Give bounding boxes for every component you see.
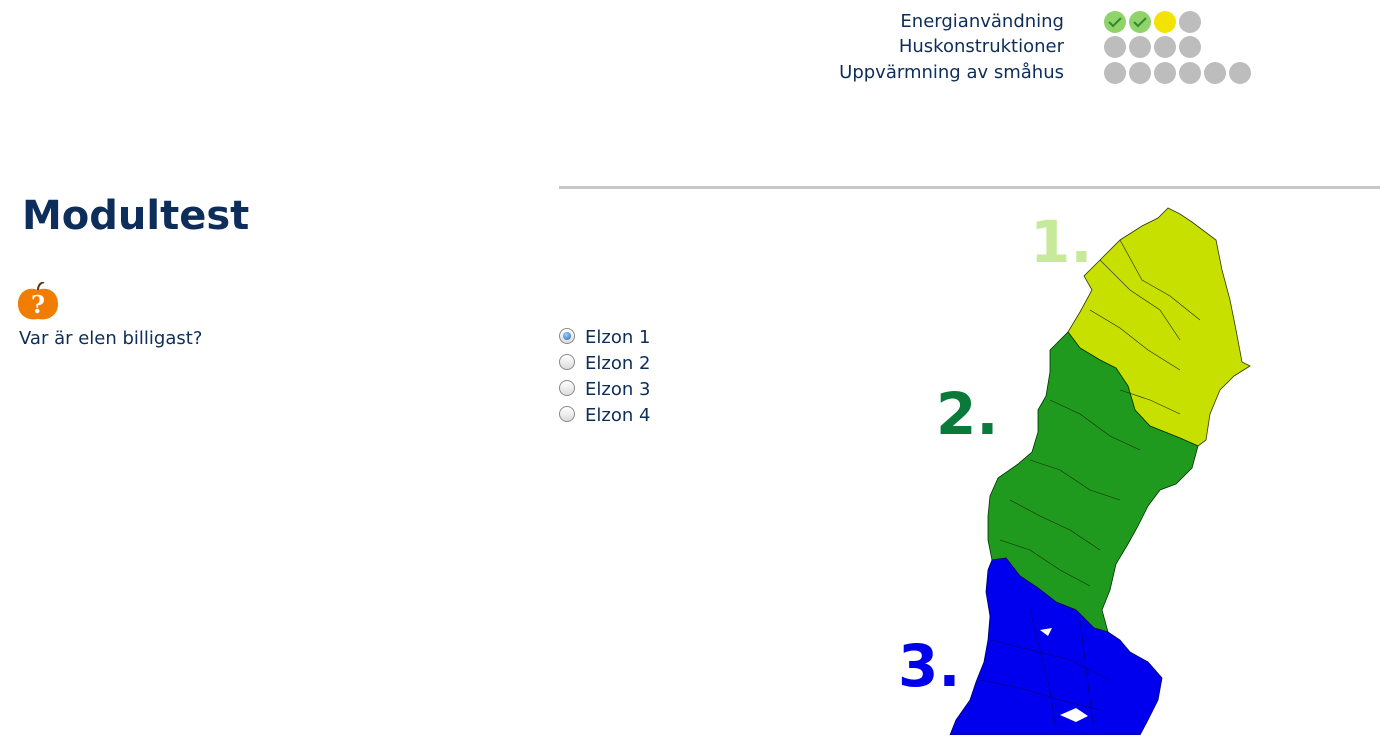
answer-option-label[interactable]: Elzon 3 — [585, 379, 651, 400]
progress-dot-todo — [1154, 62, 1176, 84]
answer-option-label[interactable]: Elzon 2 — [585, 353, 651, 374]
zone-2-label: 2. — [936, 380, 999, 448]
radio-button[interactable] — [559, 328, 575, 344]
progress-dot-todo — [1204, 62, 1226, 84]
progress-dot-todo — [1229, 62, 1251, 84]
answer-option-elzon-2[interactable]: Elzon 2 — [559, 352, 759, 378]
answer-option-label[interactable]: Elzon 4 — [585, 405, 651, 426]
divider — [559, 186, 1380, 189]
progress-dot-todo — [1179, 36, 1201, 58]
municipality-borders — [999, 239, 1201, 587]
progress-dot-todo — [1104, 36, 1126, 58]
progress-row-label: Energianvändning — [900, 11, 1064, 32]
question-text: Var är elen billigast? — [19, 328, 203, 349]
municipality-borders — [979, 609, 1111, 731]
question-apple-icon[interactable]: ? — [16, 281, 60, 326]
progress-row-energianvandning: Energianvändning — [820, 10, 1280, 34]
progress-dot-todo — [1179, 62, 1201, 84]
progress-dot-todo — [1179, 11, 1201, 33]
radio-button[interactable] — [559, 380, 575, 396]
zone-1-label: 1. — [1030, 208, 1093, 276]
answer-option-elzon-3[interactable]: Elzon 3 — [559, 378, 759, 404]
progress-row-label: Uppvärmning av småhus — [839, 62, 1064, 83]
answer-option-elzon-1[interactable]: Elzon 1 — [559, 326, 759, 352]
progress-dot-todo — [1154, 36, 1176, 58]
progress-dot-done — [1104, 11, 1126, 33]
progress-dot-done — [1129, 11, 1151, 33]
answer-option-label[interactable]: Elzon 1 — [585, 327, 651, 348]
progress-row-uppvarmning: Uppvärmning av småhus — [820, 61, 1280, 85]
zone-3-label: 3. — [898, 632, 961, 700]
progress-dot-todo — [1129, 36, 1151, 58]
progress-row-huskonstruktioner: Huskonstruktioner — [820, 35, 1280, 59]
progress-row-label: Huskonstruktioner — [898, 36, 1064, 57]
progress-dot-current — [1154, 11, 1176, 33]
answer-option-elzon-4[interactable]: Elzon 4 — [559, 404, 759, 430]
page-title: Modultest — [22, 193, 250, 239]
progress-dot-todo — [1129, 62, 1151, 84]
radio-button[interactable] — [559, 354, 575, 370]
progress-dot-todo — [1104, 62, 1126, 84]
lake-shape — [1040, 628, 1052, 636]
lake-shape — [1060, 708, 1088, 722]
svg-text:?: ? — [31, 290, 45, 319]
sweden-electricity-zone-map: 1. 2. 3. — [880, 200, 1280, 739]
radio-button[interactable] — [559, 406, 575, 422]
zone-3-region — [949, 557, 1163, 736]
